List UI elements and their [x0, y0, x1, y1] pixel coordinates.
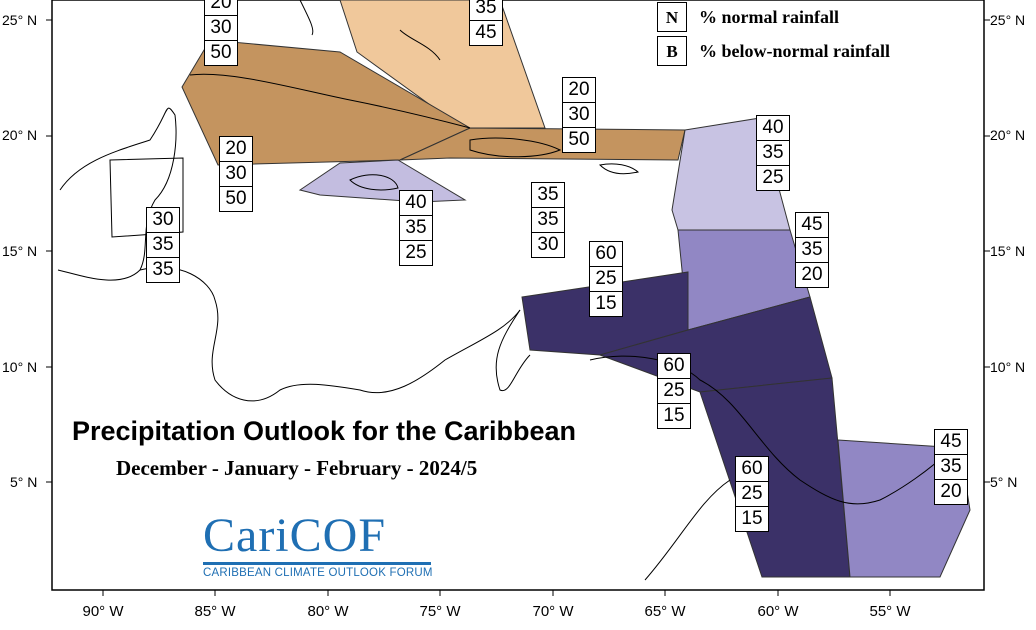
- prob-value: 20: [935, 479, 967, 504]
- prob-value: 50: [205, 40, 237, 65]
- legend-key: N: [657, 2, 687, 32]
- prob-value: 60: [741, 458, 763, 479]
- lon-label: 65° W: [644, 603, 686, 620]
- prob-value: 30: [152, 209, 174, 230]
- prob-value: 40: [762, 117, 784, 138]
- probability-box-guyana: 60 25 15: [735, 456, 769, 532]
- logo-divider: [203, 562, 431, 565]
- prob-value: 60: [595, 243, 617, 264]
- legend: N % normal rainfall B % below-normal rai…: [657, 0, 890, 68]
- map-title: Precipitation Outlook for the Caribbean: [72, 416, 577, 446]
- probability-box-bahamas-west: 20 30 50: [204, 0, 238, 66]
- prob-value: 25: [658, 378, 690, 403]
- lat-label-left: 10° N: [2, 359, 37, 375]
- probability-box-jamaica: 40 35 25: [399, 190, 433, 266]
- prob-value: 35: [147, 232, 179, 257]
- prob-value: 30: [205, 15, 237, 40]
- prob-value: 45: [940, 431, 962, 452]
- prob-value: 35: [796, 237, 828, 262]
- prob-value: 45: [470, 20, 502, 45]
- prob-value: 30: [563, 102, 595, 127]
- logo-name-part2: COF: [289, 509, 387, 562]
- lon-label: 75° W: [419, 603, 461, 620]
- lat-label-left: 25° N: [2, 12, 37, 28]
- probability-box-abc-islands: 60 25 15: [589, 241, 623, 317]
- caricof-logo: CariCOF CARIBBEAN CLIMATE OUTLOOK FORUM: [203, 512, 433, 579]
- prob-value: 25: [400, 240, 432, 265]
- lon-label: 80° W: [307, 603, 349, 620]
- lon-label: 55° W: [869, 603, 911, 620]
- logo-name-part1: Cari: [203, 509, 290, 562]
- probability-box-windward: 45 35 20: [795, 212, 829, 288]
- prob-value: 35: [537, 184, 559, 205]
- logo-tagline: CARIBBEAN CLIMATE OUTLOOK FORUM: [203, 567, 433, 579]
- prob-value: 15: [736, 506, 768, 531]
- map-subtitle: December - January - February - 2024/5: [116, 456, 478, 480]
- prob-value: 20: [210, 0, 232, 13]
- legend-label: % below-normal rainfall: [699, 40, 890, 61]
- prob-value: 40: [405, 192, 427, 213]
- prob-value: 35: [475, 0, 497, 18]
- prob-value: 15: [658, 403, 690, 428]
- prob-value: 35: [935, 454, 967, 479]
- prob-value: 35: [532, 207, 564, 232]
- prob-value: 15: [590, 291, 622, 316]
- legend-row-normal: N % normal rainfall: [657, 0, 890, 34]
- legend-row-below: B % below-normal rainfall: [657, 34, 890, 68]
- lon-label: 90° W: [82, 603, 124, 620]
- probability-box-caribbean-sea: 35 35 30: [531, 182, 565, 258]
- logo-name: CariCOF: [203, 512, 433, 560]
- prob-value: 30: [220, 161, 252, 186]
- lat-label-right: 5° N: [990, 474, 1017, 490]
- prob-value: 20: [568, 79, 590, 100]
- prob-value: 50: [220, 186, 252, 211]
- prob-value: 25: [736, 481, 768, 506]
- probability-box-suriname: 45 35 20: [934, 429, 968, 505]
- prob-value: 50: [563, 127, 595, 152]
- prob-value: 25: [757, 165, 789, 190]
- prob-value: 60: [663, 355, 685, 376]
- prob-value: 45: [801, 214, 823, 235]
- region-belize: [109, 157, 184, 238]
- prob-value: 35: [400, 215, 432, 240]
- prob-value: 35: [757, 140, 789, 165]
- lat-label-left: 20° N: [2, 127, 37, 143]
- probability-box-cuba-jamaica: 20 30 50: [219, 136, 253, 212]
- probability-box-greater-antilles: 20 30 50: [562, 77, 596, 153]
- prob-value: 25: [590, 266, 622, 291]
- lat-label-right: 25° N: [990, 12, 1025, 28]
- lat-label-right: 15° N: [990, 243, 1025, 259]
- probability-box-belize: 30 35 35: [146, 207, 180, 283]
- lon-label: 85° W: [194, 603, 236, 620]
- lon-label: 60° W: [757, 603, 799, 620]
- lon-label: 70° W: [532, 603, 574, 620]
- probability-box-bahamas: 35 45: [469, 0, 503, 46]
- legend-key: B: [657, 36, 687, 66]
- prob-value: 35: [147, 257, 179, 282]
- prob-value: 20: [225, 138, 247, 159]
- lat-label-left: 5° N: [10, 474, 37, 490]
- prob-value: 20: [796, 262, 828, 287]
- lat-label-right: 20° N: [990, 127, 1025, 143]
- probability-box-trinidad: 60 25 15: [657, 353, 691, 429]
- legend-label: % normal rainfall: [699, 6, 839, 27]
- probability-box-leeward: 40 35 25: [756, 115, 790, 191]
- lat-label-left: 15° N: [2, 243, 37, 259]
- lat-label-right: 10° N: [990, 359, 1025, 375]
- prob-value: 30: [532, 232, 564, 257]
